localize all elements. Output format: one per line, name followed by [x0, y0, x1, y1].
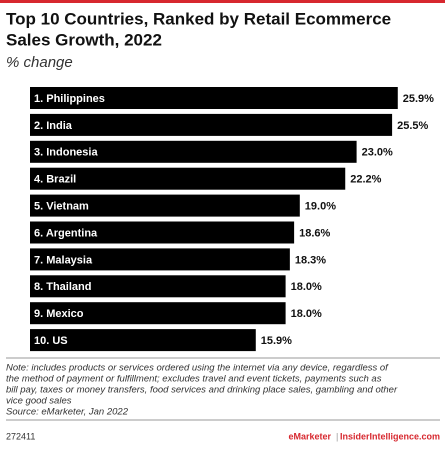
category-label: 3. Indonesia	[34, 147, 98, 159]
brand-site: InsiderIntelligence.com	[340, 431, 440, 441]
note: the method of payment or fulfillment; ex…	[6, 374, 382, 385]
category-label: 9. Mexico	[34, 308, 84, 320]
value-label: 15.9%	[261, 335, 292, 347]
category-label: 5. Vietnam	[34, 201, 89, 213]
chart-id: 272411	[6, 431, 35, 441]
bar	[30, 87, 398, 109]
value-label: 18.0%	[291, 281, 322, 293]
value-label: 18.6%	[299, 227, 330, 239]
value-label: 25.5%	[397, 120, 428, 132]
bar	[30, 140, 357, 163]
category-label: 4. Brazil	[34, 174, 76, 186]
category-label: 6. Argentina	[34, 227, 98, 239]
note: bill pay, taxes or money transfers, food…	[6, 385, 398, 396]
category-label: 2. India	[34, 120, 73, 132]
bar	[30, 113, 393, 136]
separator: |	[336, 431, 338, 441]
note: vice good sales	[6, 396, 72, 407]
bar	[30, 194, 300, 217]
brand: eMarketer	[288, 431, 331, 441]
value-label: 23.0%	[362, 147, 393, 159]
value-label: 25.9%	[403, 93, 434, 105]
chart-subtitle: % change	[6, 54, 73, 71]
bar	[30, 302, 286, 325]
value-label: 22.2%	[350, 174, 381, 186]
bar	[30, 329, 256, 352]
bar	[30, 275, 286, 298]
value-label: 18.3%	[295, 254, 326, 266]
category-label: 1. Philippines	[34, 93, 105, 105]
bar	[30, 248, 290, 271]
category-label: 7. Malaysia	[34, 254, 93, 266]
top-rule	[0, 0, 445, 3]
bar	[30, 221, 295, 244]
chart-title: Top 10 Countries, Ranked by Retail Ecomm…	[6, 9, 391, 28]
bar	[30, 167, 346, 190]
category-label: 10. US	[34, 335, 68, 347]
value-label: 18.0%	[291, 308, 322, 320]
chart-title: Sales Growth, 2022	[6, 30, 162, 49]
value-label: 19.0%	[305, 201, 336, 213]
category-label: 8. Thailand	[34, 281, 91, 293]
note: Note: includes products or services orde…	[6, 363, 389, 374]
source: Source: eMarketer, Jan 2022	[6, 407, 129, 418]
